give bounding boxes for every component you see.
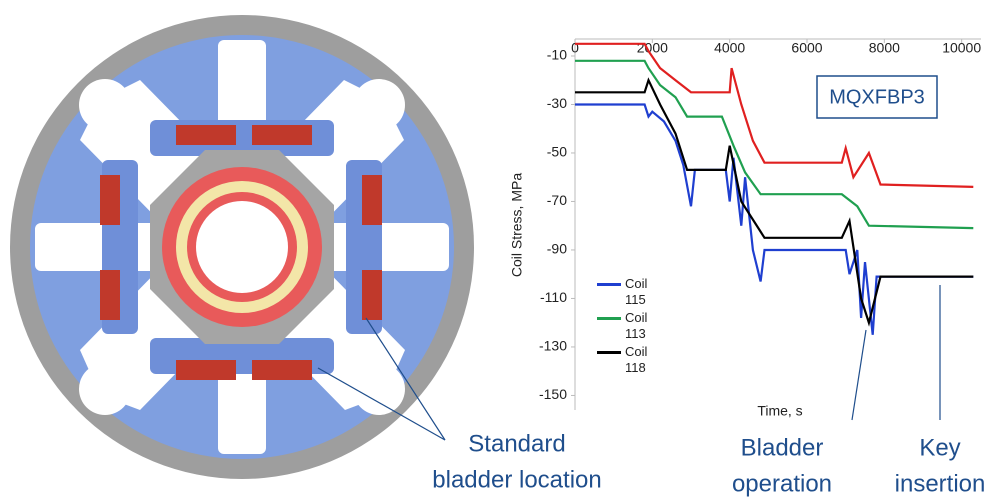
x-tick-label: 6000 <box>791 40 822 56</box>
y-tick-label: -50 <box>547 144 567 160</box>
legend: Coil 115 Coil 113 Coil 118 <box>597 276 653 378</box>
legend-swatch <box>597 351 621 354</box>
bore <box>196 201 288 293</box>
annotation: MQXFBP3 <box>829 86 925 108</box>
y-axis-label: Coil Stress, MPa <box>509 173 525 277</box>
magnet-diagram <box>10 15 474 479</box>
callout-key-1: Key <box>919 434 960 461</box>
series-line <box>575 77 974 327</box>
chart: Coil Stress, MPa Time, s MQXFBP3 Bladder… <box>509 38 986 497</box>
bladder-arrows <box>100 125 382 380</box>
legend-entry: Coil 115 <box>597 276 653 308</box>
legend-swatch <box>597 317 621 320</box>
callout-arrows <box>317 317 446 441</box>
y-tick-label: -10 <box>547 47 567 63</box>
callout-key-2: insertion <box>895 470 986 497</box>
y-tick-label: -70 <box>547 192 567 208</box>
y-tick-label: -30 <box>547 95 567 111</box>
x-tick-label: 0 <box>571 40 579 56</box>
legend-label: Coil 113 <box>625 310 648 341</box>
callout-line1: Standard <box>468 430 565 457</box>
y-tick-label: -90 <box>547 241 567 257</box>
legend-swatch <box>597 283 621 286</box>
callout-bladder-1: Bladder <box>741 434 824 461</box>
y-tick-label: -110 <box>540 289 567 305</box>
x-tick-label: 10000 <box>942 40 981 56</box>
x-tick-label: 4000 <box>714 40 745 56</box>
callout-bladder-2: operation <box>732 470 832 497</box>
y-tick-label: -130 <box>539 338 567 354</box>
chart-callout-arrows <box>851 285 941 421</box>
callout-line2: bladder location <box>432 466 601 493</box>
series-line <box>575 103 974 335</box>
annotation-box <box>816 75 938 119</box>
x-tick-label: 8000 <box>869 40 900 56</box>
x-tick-label: 2000 <box>637 40 668 56</box>
series-line <box>575 59 974 230</box>
series-line <box>575 42 974 188</box>
legend-label: Coil 118 <box>625 344 648 375</box>
y-tick-label: -150 <box>539 386 567 402</box>
x-axis-label: Time, s <box>757 403 802 419</box>
legend-entry: Coil 118 <box>597 344 653 376</box>
legend-entry: Coil 113 <box>597 310 653 342</box>
legend-label: Coil 115 <box>625 276 648 307</box>
